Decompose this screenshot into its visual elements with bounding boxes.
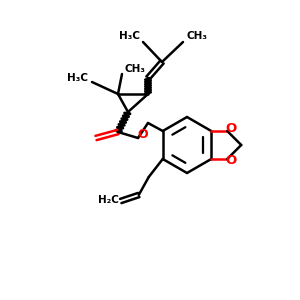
Text: H₃C: H₃C	[119, 31, 140, 41]
Text: CH₃: CH₃	[124, 64, 146, 74]
Text: O: O	[138, 128, 148, 140]
Text: O: O	[226, 154, 237, 167]
Text: H₃C: H₃C	[68, 73, 88, 83]
Text: H₂C: H₂C	[98, 195, 119, 205]
Text: CH₃: CH₃	[187, 31, 208, 41]
Text: O: O	[226, 122, 237, 136]
